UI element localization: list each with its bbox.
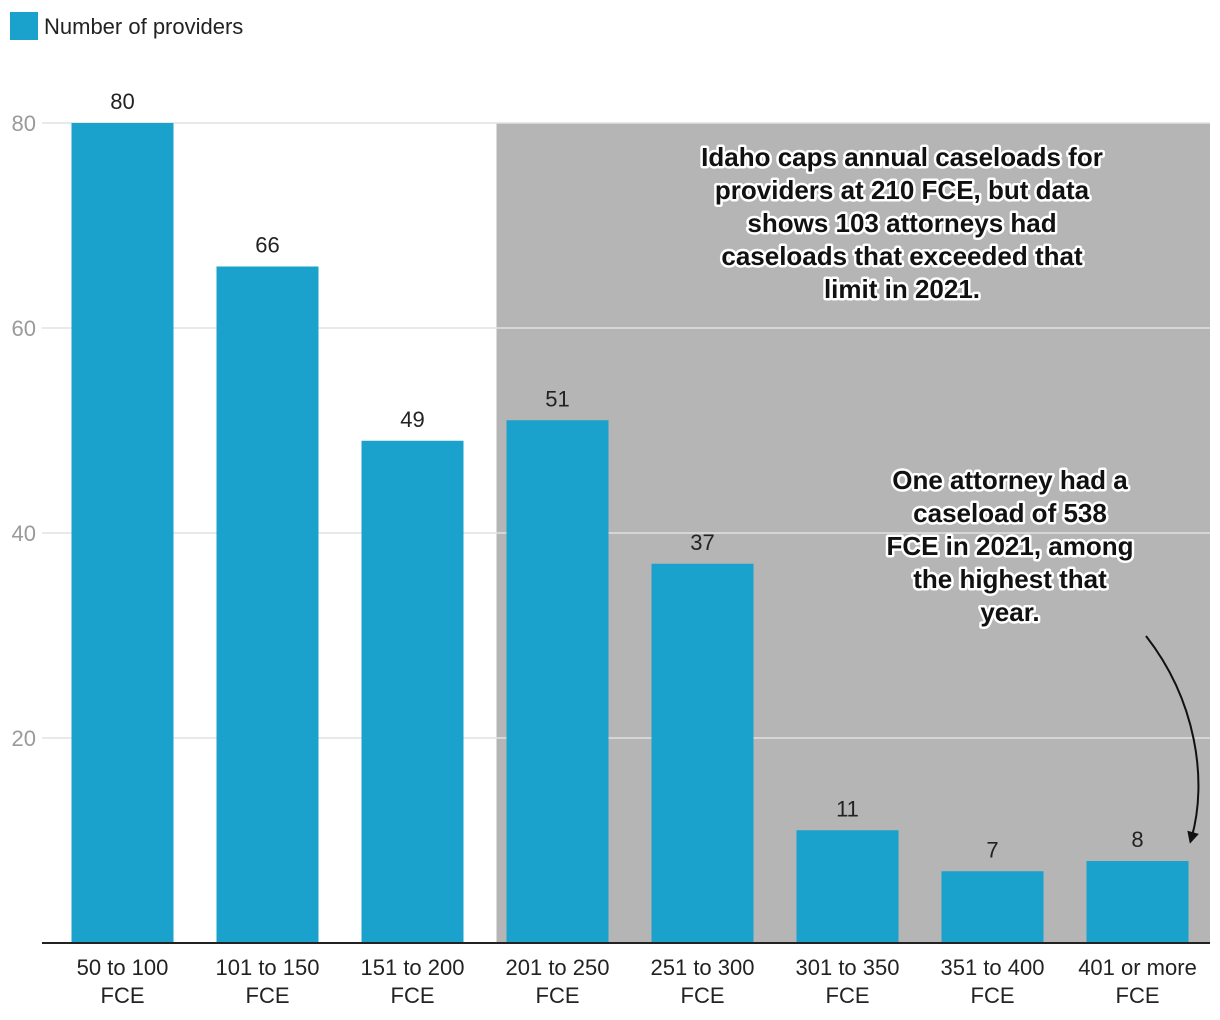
data-label: 66 [255, 233, 279, 258]
x-axis-categories: 50 to 100 FCE 101 to 150 FCE 151 to 200 FCE 20… [77, 955, 1197, 1008]
bar [651, 563, 754, 943]
data-label: 11 [836, 796, 859, 821]
bar [361, 440, 464, 943]
bar [796, 830, 899, 943]
x-category-label: 251 to 300 FCE [651, 955, 755, 1008]
y-tick-label: 20 [12, 726, 36, 751]
y-tick-label: 80 [12, 111, 36, 136]
legend-swatch [10, 12, 38, 40]
data-label: 49 [400, 407, 424, 432]
y-axis-ticks: 20 40 60 80 [12, 111, 36, 751]
x-category-label: 401 or more FCE [1078, 955, 1197, 1008]
bar [216, 266, 319, 943]
x-category-label: 101 to 150 FCE [216, 955, 320, 1008]
bar [506, 420, 609, 943]
bar [941, 871, 1044, 943]
bar [71, 123, 174, 943]
annotations: Idaho caps annual caseloads for providers… [699, 140, 1200, 844]
annotation-caseload-cap: Idaho caps annual caseloads for providers… [701, 142, 1103, 304]
legend-label: Number of providers [44, 14, 243, 39]
data-label: 7 [986, 837, 998, 862]
data-label: 51 [545, 386, 569, 411]
x-category-label: 151 to 200 FCE [361, 955, 465, 1008]
y-tick-label: 60 [12, 316, 36, 341]
data-label: 8 [1131, 827, 1143, 852]
y-tick-label: 40 [12, 521, 36, 546]
bar [1086, 861, 1189, 943]
x-category-label: 301 to 350 FCE [796, 955, 900, 1008]
x-category-label: 50 to 100 FCE [77, 955, 169, 1008]
x-category-label: 201 to 250 FCE [506, 955, 610, 1008]
x-category-label: 351 to 400 FCE [941, 955, 1045, 1008]
data-label: 80 [110, 89, 134, 114]
data-label: 37 [690, 530, 714, 555]
bars [71, 123, 1189, 943]
annotation-highest-caseload: One attorney had a caseload of 538 FCE in … [886, 465, 1133, 627]
annotation-arrow [1145, 635, 1200, 844]
data-labels: 80 66 49 51 37 11 7 8 [110, 89, 1143, 862]
